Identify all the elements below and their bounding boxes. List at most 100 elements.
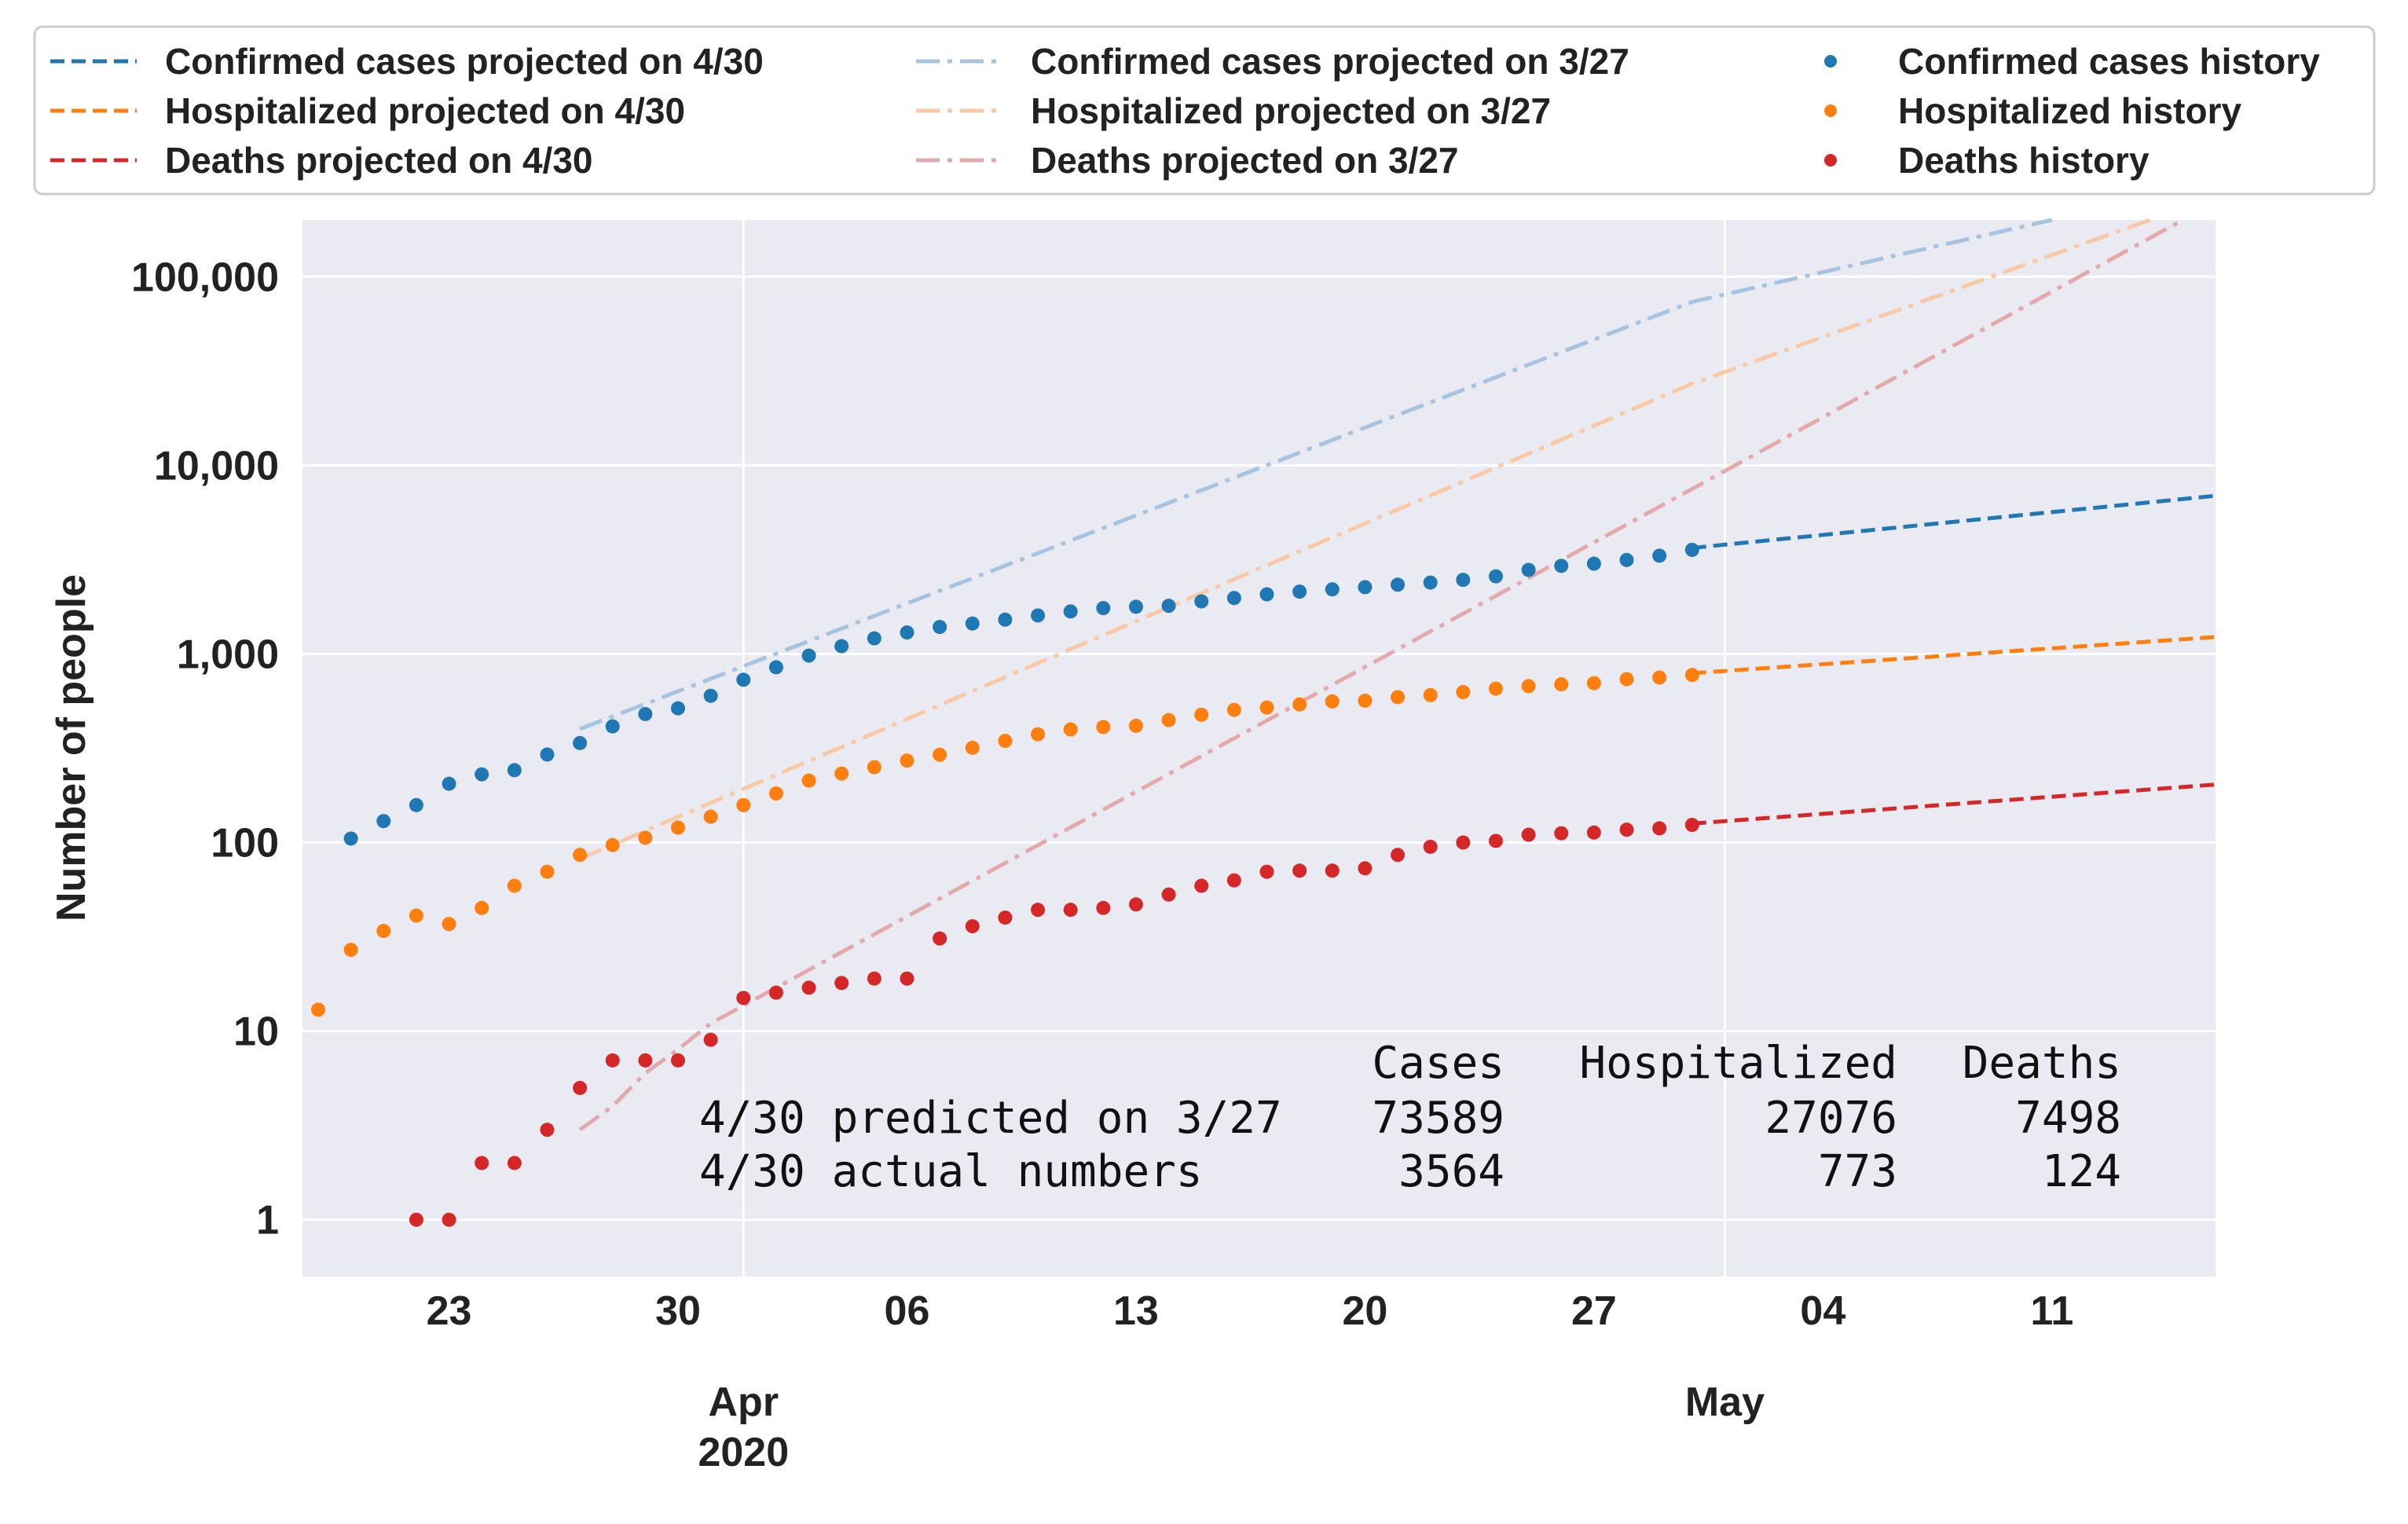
deaths-history-point [638,1053,653,1068]
confirmed-cases-history-point [1488,569,1503,584]
confirmed-cases-history-point [573,735,588,750]
deaths-history-point [1226,873,1241,888]
deaths-history-point [1652,821,1667,836]
hospitalized-history-point [1652,670,1667,685]
deaths-projected-on-4-30-line [1691,782,2216,826]
hospitalized-history-point [442,917,456,932]
hospitalized-history-point [376,924,391,939]
hospitalized-history-point [475,900,489,915]
hospitalized-history-point [1194,707,1209,722]
confirmed-cases-history-point [638,706,653,721]
confirmed-cases-history-point [376,814,391,829]
x-tick-label: 11 [2030,1288,2073,1334]
deaths-history-point [998,910,1013,925]
confirmed-cases-history-point [1652,548,1667,563]
deaths-history-point [1423,839,1438,854]
x-tick-label: 27 [1571,1288,1617,1334]
deaths-history-point [475,1156,489,1170]
confirmed-cases-history-point [768,660,783,675]
hospitalized-history-point [1456,684,1471,699]
y-tick-label: 1 [256,1198,279,1244]
legend-confirmed-cases-history-label: Confirmed cases history [1898,41,2320,82]
confirmed-cases-history-point [1194,594,1209,609]
confirmed-cases-history-point [1031,608,1046,623]
legend-hospitalized-history-label: Hospitalized history [1898,90,2241,131]
series-layer [311,218,2216,1227]
deaths-projected-on-3-27-line [578,218,2184,1132]
hospitalized-history-point [801,773,816,788]
confirmed-cases-history-point [1325,582,1340,597]
legend-deaths-history-marker [1824,154,1837,167]
confirmed-cases-history-point [1259,587,1274,602]
table-header: Deaths [1963,1038,2121,1089]
x-tick-label: 13 [1113,1288,1159,1334]
deaths-history-point [933,931,947,946]
x-year-label: 2020 [698,1430,789,1475]
deaths-history-point [1259,864,1274,879]
deaths-history-point [736,991,751,1006]
confirmed-cases-history-point [1456,573,1471,588]
hospitalized-history-point [540,864,555,879]
plot-area [302,220,2216,1277]
y-tick-label: 100 [211,821,279,866]
legend-confirmed-cases-history-marker [1824,55,1837,68]
hospitalized-history-point [1684,668,1699,683]
hospitalized-history-point [671,820,686,835]
confirmed-cases-history-point [1128,599,1143,614]
confirmed-cases-history-point [1226,591,1241,606]
hospitalized-history-point [638,830,653,845]
hospitalized-history-point [768,786,783,801]
deaths-history-point [1292,863,1307,878]
deaths-history-point [1586,825,1601,840]
table-cell: 27076 [1765,1093,1897,1144]
legend-hospitalized-projected-on-3-27-label: Hospitalized projected on 3/27 [1031,90,1551,131]
deaths-history-point [442,1212,456,1227]
confirmed-cases-history-point [1521,562,1536,577]
confirmed-cases-history-point [703,688,718,703]
confirmed-cases-history-point [1684,542,1699,557]
table-cell: 773 [1818,1146,1897,1197]
hospitalized-history-point [998,734,1013,749]
annotation-table: Cases Hospitalized Deaths 4/30 predicted on… [699,1038,2121,1197]
confirmed-cases-history-point [343,831,358,846]
deaths-history-point [605,1053,620,1068]
x-tick-labels: Apr 2020 May 23 30 06 13 20 27 04 11 [427,1288,2074,1475]
y-tick-label: 10 [233,1009,279,1055]
deaths-history-point [768,985,783,1000]
hospitalized-history-point [1586,676,1601,691]
hospitalized-history-point [1161,713,1176,727]
confirmed-cases-history-point [540,747,555,762]
hospitalized-history-point [311,1002,325,1017]
legend: Confirmed cases projected on 4/30 Hospita… [50,41,2320,181]
deaths-history-point [965,919,980,934]
deaths-history-point [1521,827,1536,842]
deaths-history-point [1194,878,1209,893]
hospitalized-history-point [1259,700,1274,715]
confirmed-cases-history-point [1292,584,1307,599]
deaths-history-point [1096,900,1111,915]
deaths-history-point [703,1032,718,1047]
y-tick-label: 1,000 [177,632,279,677]
confirmed-cases-history-point [1358,580,1373,595]
x-tick-label: 30 [655,1288,701,1334]
hospitalized-history-point [1128,718,1143,733]
hospitalized-history-point [1488,681,1503,696]
hospitalized-history-point [1391,690,1406,705]
confirmed-cases-history-point [409,797,423,812]
deaths-history-point [1684,818,1699,833]
legend-confirmed-cases-projected-on-3-27-label: Confirmed cases projected on 3/27 [1031,41,1629,82]
hospitalized-history-point [1521,679,1536,694]
deaths-history-point [1031,903,1046,918]
confirmed-cases-history-point [507,763,522,778]
confirmed-cases-history-point [933,620,947,635]
legend-confirmed-cases-projected-on-4-30-label: Confirmed cases projected on 4/30 [165,41,764,82]
legend-deaths-history-label: Deaths history [1898,140,2150,181]
confirmed-cases-history-point [1161,599,1176,614]
confirmed-cases-history-point [1619,552,1634,567]
hospitalized-history-point [507,878,522,893]
confirmed-cases-history-point [671,701,686,716]
deaths-history-point [507,1156,522,1170]
confirmed-cases-projected-on-4-30-line [1691,493,2216,550]
legend-hospitalized-projected-on-4-30-label: Hospitalized projected on 4/30 [165,90,685,131]
x-tick-label: 06 [885,1288,930,1334]
